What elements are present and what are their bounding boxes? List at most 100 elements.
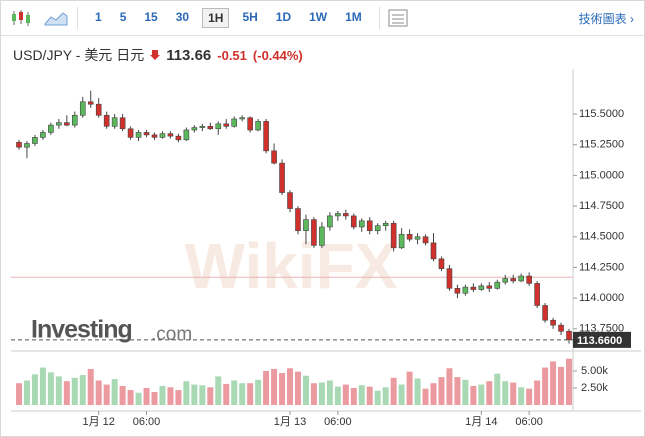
candle-body bbox=[183, 129, 190, 141]
interval-button[interactable]: 5 bbox=[119, 10, 127, 24]
volume-bar bbox=[167, 387, 174, 405]
y-tick-label: 115.0000 bbox=[579, 169, 624, 181]
volume-bar bbox=[111, 379, 118, 405]
candle-body bbox=[454, 288, 461, 294]
candle-body bbox=[151, 134, 158, 138]
candle-body bbox=[422, 236, 429, 244]
candle-body bbox=[167, 133, 174, 137]
candle-body bbox=[390, 222, 397, 249]
volume-bar bbox=[255, 379, 262, 405]
volume-bar bbox=[310, 383, 317, 405]
volume-bar bbox=[95, 380, 102, 405]
volume-bar bbox=[263, 370, 270, 405]
interval-button[interactable]: 15 bbox=[144, 10, 158, 24]
volume-bar bbox=[23, 380, 30, 405]
candle-body bbox=[71, 114, 78, 126]
volume-bar bbox=[430, 383, 437, 405]
volume-bar bbox=[63, 381, 70, 405]
volume-bar bbox=[279, 373, 286, 405]
candle-body bbox=[127, 128, 134, 138]
candle-body bbox=[478, 285, 485, 290]
interval-button[interactable]: 30 bbox=[175, 10, 190, 24]
y-tick-label: 113.7500 bbox=[579, 323, 624, 335]
volume-bar bbox=[119, 385, 126, 405]
candle-body bbox=[255, 121, 261, 131]
candle-body bbox=[502, 278, 509, 283]
y-tick-label: 114.7500 bbox=[579, 200, 624, 212]
candle-body bbox=[79, 101, 86, 116]
advanced-chart-link[interactable]: 技術圖表 › bbox=[578, 11, 634, 26]
candle-body bbox=[159, 133, 166, 138]
candle-body bbox=[374, 225, 381, 231]
volume-bar bbox=[414, 378, 421, 405]
volume-bar bbox=[79, 375, 86, 405]
candle-body bbox=[406, 234, 413, 240]
volume-bar bbox=[566, 358, 573, 405]
candle-body bbox=[87, 101, 94, 105]
y-tick-label: 115.5000 bbox=[579, 108, 624, 120]
volume-bar bbox=[143, 387, 150, 405]
volume-bar bbox=[247, 383, 254, 405]
interval-button[interactable]: 1H bbox=[202, 8, 230, 28]
volume-bar bbox=[199, 385, 206, 405]
volume-bar bbox=[438, 377, 445, 405]
volume-bar bbox=[47, 372, 54, 405]
candle-body bbox=[446, 268, 453, 289]
watermark-suffix: .com bbox=[151, 324, 192, 345]
candle-body bbox=[231, 118, 238, 127]
candle-body bbox=[566, 330, 572, 341]
last-price-label: 113.6600 bbox=[577, 335, 622, 347]
volume-bar bbox=[87, 368, 94, 405]
candle-body bbox=[470, 286, 477, 290]
candle-body bbox=[398, 234, 405, 249]
pair-name: USD/JPY - 美元 日元 bbox=[13, 47, 145, 63]
quote-header: USD/JPY - 美元 日元 113.66 -0.51 (-0.44%) bbox=[13, 45, 303, 65]
volume-bar bbox=[31, 374, 38, 405]
volume-bar bbox=[287, 368, 294, 405]
volume-bar bbox=[518, 387, 525, 405]
candle-body bbox=[247, 117, 253, 131]
volume-bar bbox=[550, 361, 557, 405]
x-tick-label: 06:00 bbox=[324, 416, 352, 428]
candle-body bbox=[526, 275, 532, 284]
volume-bar bbox=[294, 371, 301, 405]
interval-button[interactable]: 1M bbox=[345, 10, 362, 24]
candle-body bbox=[263, 121, 269, 152]
candle-body bbox=[175, 135, 182, 141]
candle-body bbox=[207, 126, 214, 130]
interval-button[interactable]: 1W bbox=[309, 10, 328, 24]
candle-body bbox=[335, 213, 341, 217]
volume-bar bbox=[478, 384, 485, 405]
candle-icon[interactable] bbox=[9, 8, 33, 28]
interval-button[interactable]: 1 bbox=[95, 10, 102, 24]
settings-icon[interactable] bbox=[388, 9, 408, 27]
volume-bar bbox=[462, 379, 469, 405]
volume-bar bbox=[510, 382, 517, 405]
separator bbox=[77, 7, 78, 29]
volume-tick-label: 2.50k bbox=[581, 382, 608, 394]
candle-body bbox=[311, 219, 317, 246]
last-price: 113.66 bbox=[166, 46, 212, 64]
candle-body bbox=[48, 124, 54, 133]
volume-bar bbox=[326, 380, 333, 405]
interval-button[interactable]: 5H bbox=[242, 10, 258, 24]
area-icon[interactable] bbox=[43, 8, 69, 28]
candle-body bbox=[486, 285, 493, 289]
volume-bar bbox=[422, 388, 429, 405]
candle-body bbox=[103, 114, 110, 127]
candle-body bbox=[343, 213, 349, 217]
candle-body bbox=[191, 127, 198, 131]
volume-bar bbox=[406, 371, 413, 405]
candle-body bbox=[32, 137, 38, 144]
volume-bar bbox=[342, 384, 349, 405]
volume-bar bbox=[135, 392, 142, 405]
candle-body bbox=[295, 208, 301, 231]
candle-body bbox=[542, 305, 548, 321]
volume-bar bbox=[350, 387, 357, 405]
candle-body bbox=[279, 162, 285, 193]
candle-body bbox=[199, 126, 206, 128]
interval-button[interactable]: 1D bbox=[275, 10, 292, 24]
candle-body bbox=[319, 226, 325, 246]
